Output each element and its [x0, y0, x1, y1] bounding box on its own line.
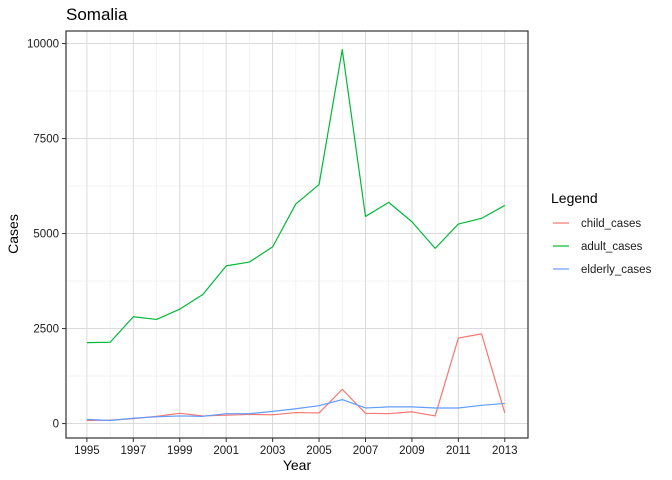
legend-label: elderly_cases: [581, 264, 652, 276]
grid-major: [66, 31, 528, 438]
x-tick-label: 2001: [213, 445, 239, 457]
x-tick-label: 2005: [306, 445, 332, 457]
legend-title: Legend: [551, 190, 598, 206]
x-axis-title: Year: [283, 457, 312, 473]
y-axis-title: Cases: [5, 214, 21, 254]
y-tick-label: 2500: [33, 324, 59, 336]
x-tick-label: 2009: [399, 445, 425, 457]
x-tick-label: 2003: [260, 445, 286, 457]
x-tick-label: 1999: [167, 445, 193, 457]
x-axis: 1995 1997 1999 2001 2003 2005 2007 2009 2011 2013: [74, 438, 518, 457]
series-lines: [86, 49, 506, 422]
chart-title: Somalia: [66, 5, 128, 24]
series-line-elderly-cases: [86, 399, 505, 422]
y-tick-label: 10000: [27, 39, 59, 51]
plot-panel-border: [65, 30, 529, 439]
y-tick-label: 5000: [33, 229, 59, 241]
y-tick-label: 7500: [33, 134, 59, 146]
x-tick-label: 1995: [74, 445, 100, 457]
y-axis: 0 2500 5000 7500 10000: [27, 39, 66, 431]
x-tick-label: 2013: [492, 445, 518, 457]
x-tick-label: 2007: [353, 445, 379, 457]
legend-label: adult_cases: [581, 241, 643, 253]
series-line-adult-cases: [86, 49, 506, 344]
legend-label: child_cases: [581, 218, 641, 230]
y-tick-label: 0: [53, 419, 59, 431]
x-tick-label: 1997: [121, 445, 147, 457]
x-tick-label: 2011: [446, 445, 471, 457]
grid-minor: [66, 31, 528, 438]
legend: Legend child_cases adult_cases elderly_cas…: [551, 190, 652, 276]
